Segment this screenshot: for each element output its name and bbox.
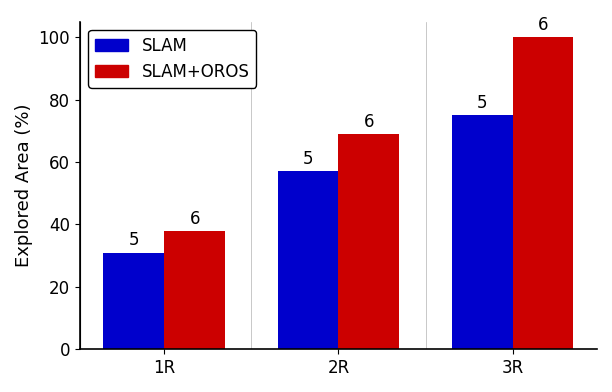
- Text: 5: 5: [129, 231, 139, 249]
- Y-axis label: Explored Area (%): Explored Area (%): [15, 103, 33, 267]
- Text: 6: 6: [190, 210, 200, 227]
- Text: 5: 5: [477, 94, 487, 112]
- Legend: SLAM, SLAM+OROS: SLAM, SLAM+OROS: [88, 30, 256, 87]
- Bar: [452, 115, 513, 349]
- Bar: [513, 37, 573, 349]
- Text: 6: 6: [538, 16, 548, 34]
- Text: 6: 6: [364, 113, 374, 131]
- Bar: [338, 134, 400, 349]
- Bar: [277, 171, 338, 349]
- Bar: [165, 230, 225, 349]
- Text: 5: 5: [303, 150, 313, 168]
- Bar: [103, 252, 165, 349]
